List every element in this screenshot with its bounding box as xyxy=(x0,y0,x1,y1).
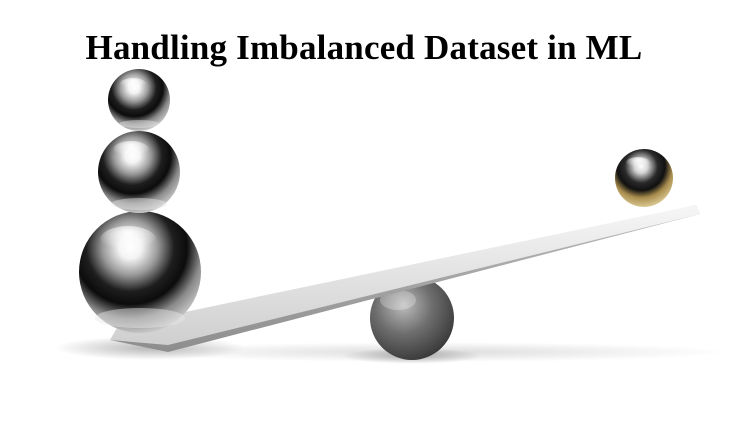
fulcrum-sphere-icon xyxy=(370,276,454,360)
medium-chrome-sphere-icon xyxy=(98,131,180,213)
small-chrome-sphere-icon xyxy=(108,69,170,131)
fulcrum-highlight xyxy=(380,290,416,310)
large-chrome-sphere-icon xyxy=(79,211,201,333)
page-title: Handling Imbalanced Dataset in ML xyxy=(85,28,643,67)
seesaw-plank-icon xyxy=(110,205,700,345)
gold-sphere-icon xyxy=(615,149,673,207)
